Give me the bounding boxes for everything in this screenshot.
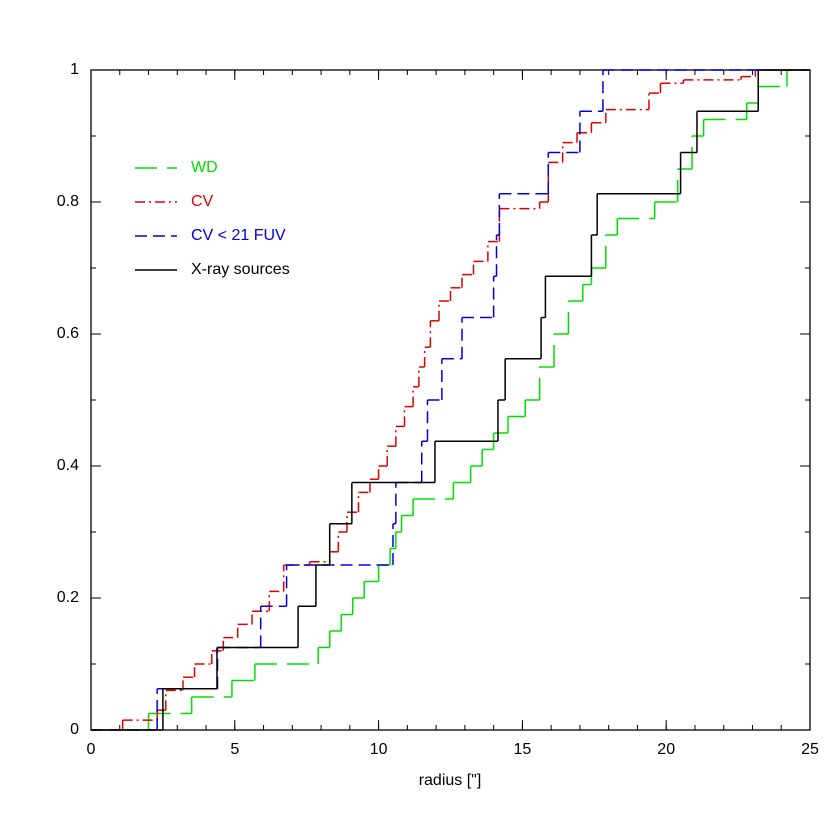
- legend-label: WD: [191, 159, 218, 176]
- y-tick-label: 0.2: [57, 589, 79, 606]
- y-tick-label: 0.4: [57, 457, 79, 474]
- y-tick-label: 0: [70, 721, 79, 738]
- x-tick-label: 20: [657, 741, 675, 758]
- legend-label: X-ray sources: [191, 261, 290, 278]
- x-tick-label: 5: [230, 741, 239, 758]
- legend-label: CV: [191, 193, 214, 210]
- x-tick-label: 25: [801, 741, 819, 758]
- x-tick-label: 15: [514, 741, 532, 758]
- y-tick-label: 1: [70, 61, 79, 78]
- x-tick-label: 10: [370, 741, 388, 758]
- y-tick-label: 0.6: [57, 325, 79, 342]
- x-tick-label: 0: [87, 741, 96, 758]
- legend-label: CV < 21 FUV: [191, 227, 286, 244]
- y-tick-label: 0.8: [57, 193, 79, 210]
- x-axis-label: radius ["]: [419, 772, 482, 789]
